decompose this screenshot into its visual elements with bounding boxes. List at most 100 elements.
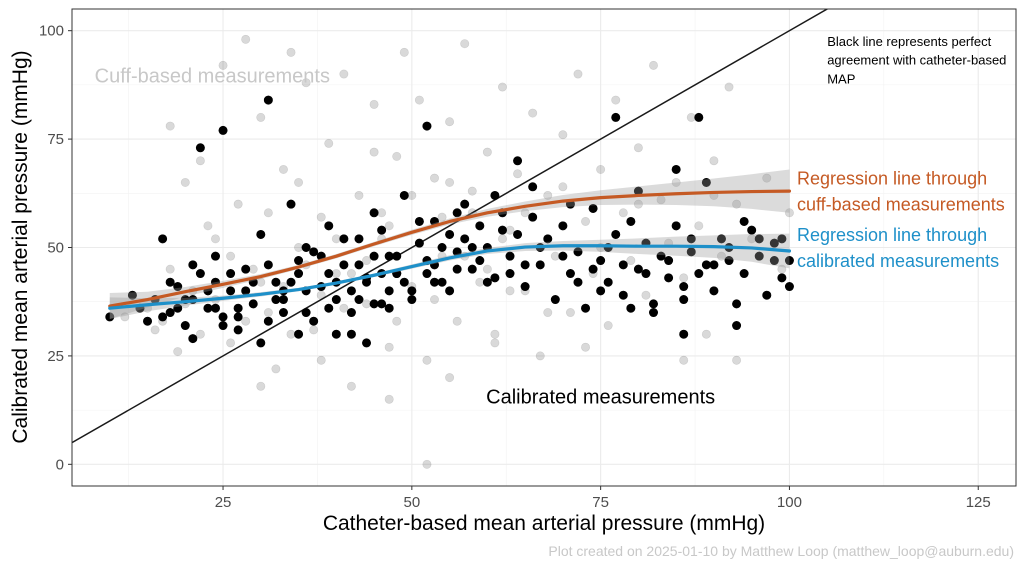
data-point — [384, 342, 394, 352]
data-point — [422, 269, 432, 279]
data-point — [467, 243, 477, 253]
data-point — [452, 316, 462, 326]
data-point — [732, 199, 742, 209]
data-point — [286, 199, 296, 209]
data-point — [429, 295, 439, 305]
data-point — [626, 216, 636, 226]
data-point — [633, 143, 643, 153]
data-point — [694, 112, 704, 122]
data-point — [581, 216, 591, 226]
data-point — [392, 316, 402, 326]
data-point — [762, 173, 772, 183]
data-point — [633, 264, 643, 274]
data-point — [301, 308, 311, 318]
data-point — [301, 78, 311, 88]
data-point — [226, 338, 236, 348]
data-point — [513, 169, 523, 179]
data-point — [596, 256, 606, 266]
data-point — [475, 256, 485, 266]
data-point — [520, 208, 530, 218]
data-point — [732, 299, 742, 309]
data-point — [588, 264, 598, 274]
data-point — [573, 277, 583, 287]
data-point — [467, 186, 477, 196]
data-point — [550, 295, 560, 305]
data-point — [195, 156, 205, 166]
annotation-text: calibrated measurements — [797, 251, 999, 271]
data-point — [256, 112, 266, 122]
data-point — [346, 381, 356, 391]
data-point — [339, 303, 349, 313]
data-point — [369, 299, 379, 309]
data-point — [354, 234, 364, 244]
data-point — [354, 295, 364, 305]
data-point — [362, 299, 372, 309]
data-point — [399, 47, 409, 57]
data-point — [460, 199, 470, 209]
data-point — [339, 69, 349, 79]
data-point — [482, 277, 492, 287]
data-point — [618, 290, 628, 300]
data-point — [649, 299, 659, 309]
data-point — [203, 221, 213, 231]
data-point — [271, 277, 281, 287]
data-point — [377, 208, 387, 218]
data-point — [324, 269, 334, 279]
data-point — [588, 203, 598, 213]
data-point — [596, 286, 606, 296]
data-point — [626, 256, 636, 266]
data-point — [460, 234, 470, 244]
data-point — [316, 212, 326, 222]
data-point — [490, 273, 500, 283]
cuff-confidence-band — [109, 169, 790, 320]
data-point — [671, 164, 681, 174]
annotation-text: MAP — [827, 72, 855, 87]
data-point — [716, 251, 726, 261]
data-point — [626, 303, 636, 313]
y-tick-label: 50 — [47, 240, 64, 257]
data-point — [271, 295, 281, 305]
data-point — [165, 308, 175, 318]
y-tick-label: 25 — [47, 348, 64, 365]
data-point — [558, 221, 568, 231]
data-point — [158, 234, 168, 244]
data-point — [641, 269, 651, 279]
data-point — [784, 282, 794, 292]
data-point — [490, 190, 500, 200]
data-point — [407, 286, 417, 296]
data-point — [520, 282, 530, 292]
data-point — [724, 256, 734, 266]
data-point — [633, 199, 643, 209]
data-point — [180, 177, 190, 187]
annotation-text: cuff-based measurements — [797, 195, 1005, 215]
identity-line — [72, 9, 829, 444]
data-point — [188, 334, 198, 344]
data-point — [195, 143, 205, 153]
data-point — [392, 251, 402, 261]
data-point — [716, 234, 726, 244]
data-point — [437, 243, 447, 253]
data-point — [528, 212, 538, 222]
data-point — [762, 290, 772, 300]
data-point — [256, 229, 266, 239]
data-point — [346, 269, 356, 279]
data-point — [679, 273, 689, 283]
data-point — [210, 303, 220, 313]
data-point — [732, 321, 742, 331]
data-point — [188, 260, 198, 270]
data-point — [324, 221, 334, 231]
data-point — [233, 199, 243, 209]
data-point — [203, 303, 213, 313]
data-point — [535, 351, 545, 361]
data-point — [437, 277, 447, 287]
annotations: Cuff-based measurements Calibrated measur… — [95, 34, 1007, 409]
data-point — [384, 251, 394, 261]
data-point — [294, 256, 304, 266]
data-point — [414, 238, 424, 248]
data-point — [445, 286, 455, 296]
data-point — [429, 173, 439, 183]
y-tick-label: 100 — [39, 23, 64, 40]
data-point — [482, 264, 492, 274]
data-point — [362, 256, 372, 266]
data-point — [603, 321, 613, 331]
